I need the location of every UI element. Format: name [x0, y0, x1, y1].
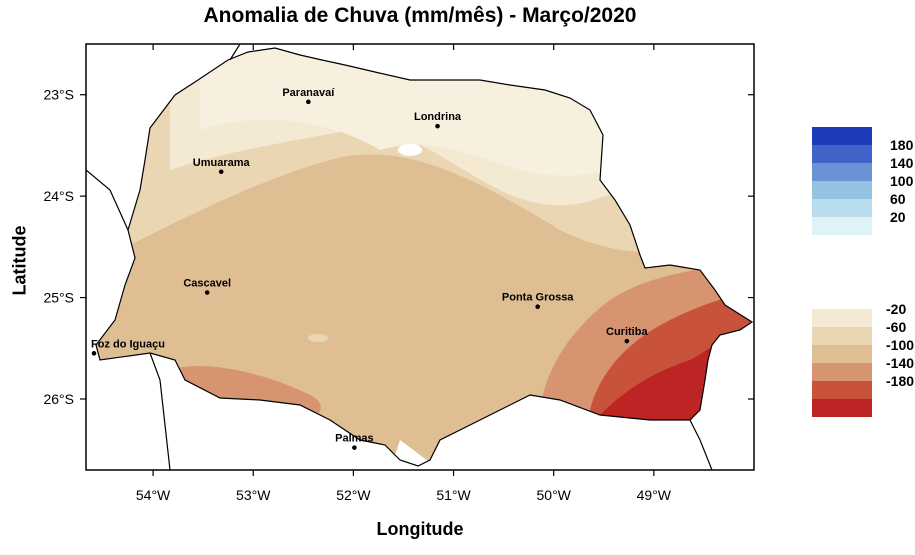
map-frame [85, 43, 755, 471]
legend-label: 20 [890, 209, 906, 225]
legend-label: -60 [886, 319, 906, 335]
city-label: Cascavel [183, 278, 231, 290]
legend-swatch-negative [812, 399, 872, 417]
y-tick-label: 25°S [43, 290, 74, 306]
city-dot [352, 445, 357, 450]
city-markers: Paranavaí Londrina Umuarama Cascavel Ponta G… [91, 87, 648, 450]
city-dot [624, 338, 630, 344]
legend-label: -100 [886, 337, 914, 353]
city-dot [535, 304, 540, 310]
legend-swatch-positive [812, 217, 872, 235]
city-dot [91, 351, 97, 356]
legend-label: 60 [890, 191, 906, 207]
legend-swatch-negative [812, 327, 872, 345]
legend-label: -180 [886, 373, 914, 389]
city-label: Curitiba [606, 326, 648, 338]
legend-label: 100 [890, 173, 914, 189]
legend-swatch-negative [812, 363, 872, 381]
city-label: Umuarama [193, 157, 251, 169]
borders [86, 44, 754, 470]
legend-swatch-positive [812, 127, 872, 145]
city-dot [218, 169, 224, 175]
x-tick-label: 54°W [136, 487, 171, 503]
city-label: Paranavaí [282, 87, 335, 99]
legend-swatch-negative [812, 345, 872, 363]
x-tick-label: 52°W [336, 487, 371, 503]
city-dot [204, 290, 210, 295]
legend-label: -140 [886, 355, 914, 371]
x-tick-label: 51°W [436, 487, 471, 503]
city-label: Palmas [335, 433, 374, 445]
legend-swatch-positive [812, 199, 872, 217]
legend-swatch-positive [812, 145, 872, 163]
x-ticks: 54°W 53°W 52°W 51°W 50°W 49°W [136, 44, 672, 503]
city-label: Foz do Iguaçu [91, 338, 165, 350]
map-title: Anomalia de Chuva (mm/mês) - Março/2020 [203, 4, 637, 27]
x-tick-label: 53°W [236, 487, 271, 503]
x-tick-label: 50°W [537, 487, 572, 503]
city-dot [435, 123, 440, 129]
y-tick-label: 26°S [43, 391, 74, 407]
city-dot [306, 99, 311, 105]
legend-label: 140 [890, 155, 914, 171]
legend-swatch-positive [812, 163, 872, 181]
legend-swatch-negative [812, 309, 872, 327]
legend-label: -20 [886, 301, 906, 317]
x-axis-label: Longitude [376, 519, 464, 539]
city-label: Ponta Grossa [502, 292, 574, 304]
legend-swatch-positive [812, 181, 872, 199]
y-tick-label: 23°S [43, 87, 74, 103]
legend: 180 140 100 60 20 -20 -60 -100 -140 -180 [812, 127, 914, 417]
legend-label: 180 [890, 137, 914, 153]
y-tick-label: 24°S [43, 188, 74, 204]
y-ticks: 23°S 24°S 25°S 26°S [43, 87, 754, 407]
x-tick-label: 49°W [637, 487, 672, 503]
city-label: Londrina [414, 111, 462, 123]
legend-swatch-negative [812, 381, 872, 399]
